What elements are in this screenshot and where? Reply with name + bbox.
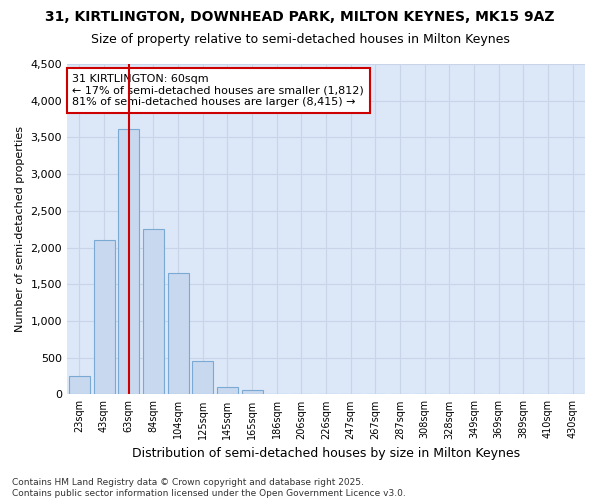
Text: Contains HM Land Registry data © Crown copyright and database right 2025.
Contai: Contains HM Land Registry data © Crown c… [12,478,406,498]
Y-axis label: Number of semi-detached properties: Number of semi-detached properties [15,126,25,332]
Bar [69,376,90,394]
X-axis label: Distribution of semi-detached houses by size in Milton Keynes: Distribution of semi-detached houses by … [132,447,520,460]
Text: 31 KIRTLINGTON: 60sqm
← 17% of semi-detached houses are smaller (1,812)
81% of s: 31 KIRTLINGTON: 60sqm ← 17% of semi-deta… [72,74,364,107]
Bar [167,274,188,394]
Bar [192,362,213,394]
Bar [143,229,164,394]
Text: Size of property relative to semi-detached houses in Milton Keynes: Size of property relative to semi-detach… [91,32,509,46]
Bar [94,240,115,394]
Bar [217,387,238,394]
Bar [242,390,263,394]
Text: 31, KIRTLINGTON, DOWNHEAD PARK, MILTON KEYNES, MK15 9AZ: 31, KIRTLINGTON, DOWNHEAD PARK, MILTON K… [45,10,555,24]
Bar [118,128,139,394]
